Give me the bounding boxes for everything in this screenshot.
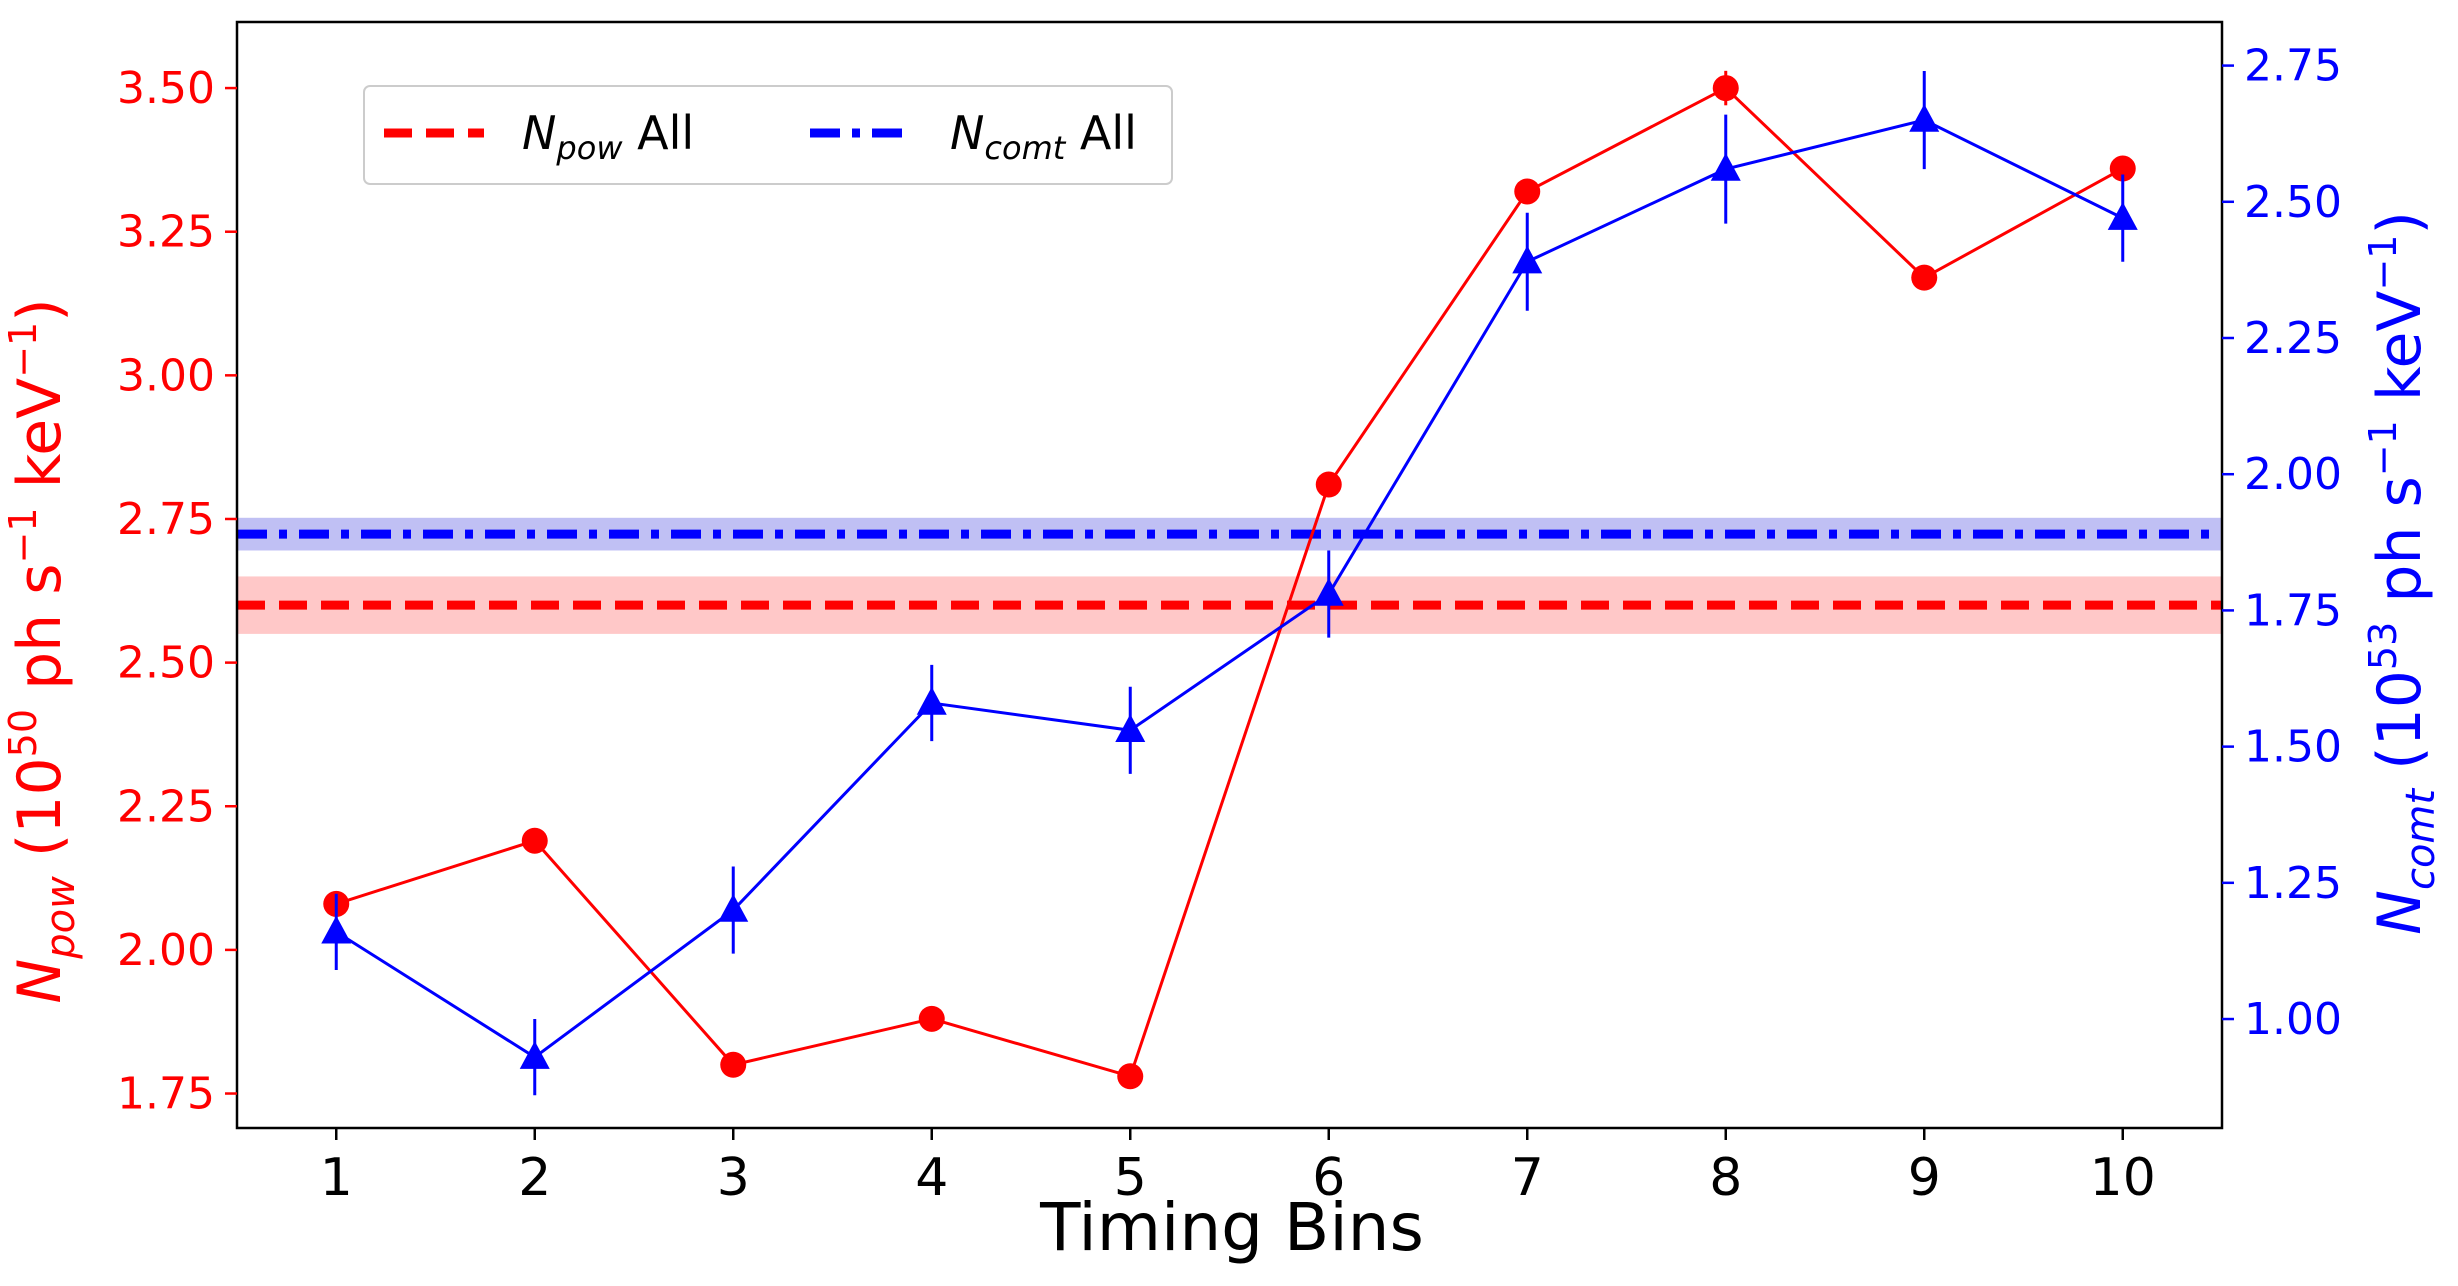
x-tick-label: 2 (518, 1148, 551, 1208)
series-layer (321, 70, 2138, 1096)
x-tick-label: 6 (1312, 1148, 1345, 1208)
n-comt-point (1909, 103, 1940, 132)
n-pow-point (1315, 471, 1342, 498)
left-tick-label: 1.75 (117, 1069, 215, 1120)
right-tick-label: 1.50 (2244, 722, 2342, 773)
x-axis-label: Timing Bins (1039, 1189, 1424, 1266)
right-tick-label: 1.75 (2244, 585, 2342, 636)
n-pow-point (1117, 1063, 1144, 1090)
n-comt-point (718, 893, 749, 922)
reference-lines (237, 529, 2222, 610)
plot-frame (235, 20, 2224, 1130)
n-pow-point (720, 1051, 747, 1078)
left-tick-label: 2.00 (117, 925, 215, 976)
left-tick-label: 2.75 (117, 494, 215, 545)
x-tick-label: 8 (1709, 1148, 1742, 1208)
x-tick-label: 1 (320, 1148, 353, 1208)
n-comt-point (916, 686, 947, 715)
right-tick-label: 2.00 (2244, 449, 2342, 500)
left-tick-label: 3.25 (117, 207, 215, 258)
n-pow-point (521, 827, 548, 854)
legend: Npow All Ncomt All (363, 85, 1173, 185)
legend-npow-label: Npow All (522, 106, 694, 167)
n-pow-point (1514, 178, 1541, 205)
x-tick-label: 5 (1114, 1148, 1147, 1208)
n-comt-point (321, 915, 352, 944)
x-tick-label: 10 (2090, 1148, 2156, 1208)
left-tick-label: 3.50 (117, 63, 215, 114)
right-axis-label: Ncomt (1053 ph s−1 keV−1) (2361, 211, 2444, 935)
n-comt-point (1710, 152, 1741, 181)
n-comt-point (2107, 202, 2138, 230)
left-tick-label: 2.25 (117, 781, 215, 832)
x-tick-label: 9 (1908, 1148, 1941, 1208)
x-tick-label: 3 (717, 1148, 750, 1208)
ticks-layer: 1 2 3 4 5 6 7 8 9 10 1.75 2.00 2.25 2.50 2.75 3.00 3.25 3… (117, 41, 2342, 1208)
x-tick-label: 7 (1511, 1148, 1544, 1208)
x-tick-label: 4 (915, 1148, 948, 1208)
right-tick-label: 1.00 (2244, 994, 2342, 1045)
right-tick-label: 2.25 (2244, 313, 2342, 364)
right-tick-label: 2.50 (2244, 177, 2342, 228)
n-pow-line (335, 86, 2124, 1079)
n-pow-point (918, 1005, 945, 1032)
left-axis-label: Npow (1050 ph s−1 keV−1) (1, 298, 84, 1003)
n-comt-point (1115, 714, 1146, 742)
left-tick-label: 3.00 (117, 350, 215, 401)
left-tick-label: 2.50 (117, 638, 215, 689)
n-pow-point (1712, 75, 1739, 102)
n-pow-point (1911, 264, 1938, 291)
n-comt-point (1512, 245, 1543, 274)
n-pow-point (2109, 155, 2136, 182)
n-comt-point (1313, 577, 1344, 606)
right-tick-label: 1.25 (2244, 858, 2342, 909)
n-comt-point (519, 1041, 550, 1069)
legend-ncomt-label: Ncomt All (950, 106, 1137, 167)
right-tick-label: 2.75 (2244, 41, 2342, 92)
n-comt-line (335, 118, 2124, 1059)
legend-box (363, 85, 1173, 185)
